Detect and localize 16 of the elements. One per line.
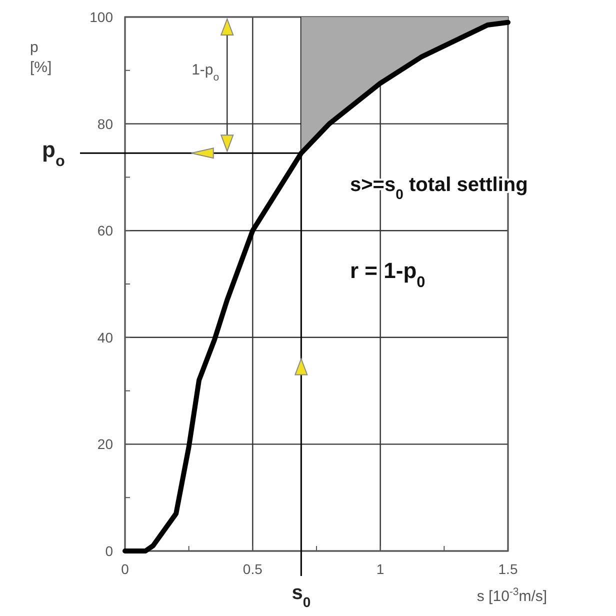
y-tick-label: 80: [97, 116, 114, 132]
y-tick-label: 20: [97, 436, 114, 452]
x-tick-label: 0: [121, 561, 130, 577]
y-tick-label: 60: [97, 222, 114, 239]
x-axis-title: s [10$^{-3}$m/s]: [476, 586, 548, 605]
y-tick-label: 0: [105, 543, 114, 559]
x-tick-label: 1: [376, 561, 384, 577]
y-tick-label: 100: [90, 9, 114, 25]
annotation: 1-p$_{o}$: [192, 61, 220, 84]
ref-line-label: p$_{o}$: [42, 137, 65, 170]
y-tick-label: 40: [97, 329, 114, 346]
ref-line-label: s$_{0}$: [292, 582, 311, 610]
x-tick-label: 1.5: [498, 561, 518, 577]
annotation: r = 1-p$_{0}$: [350, 258, 426, 290]
y-axis-title: p [%]: [30, 39, 52, 76]
x-tick-label: 0.5: [242, 561, 263, 577]
